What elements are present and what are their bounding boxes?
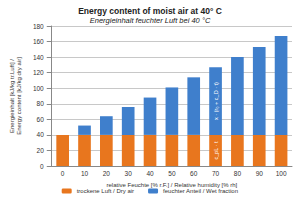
svg-text:140: 140	[33, 54, 44, 61]
svg-text:0: 0	[40, 163, 44, 170]
svg-text:0: 0	[61, 170, 65, 177]
svg-text:Energieinhalt feuchter Luft be: Energieinhalt feuchter Luft bei 40 °C	[90, 16, 211, 25]
svg-text:90: 90	[256, 170, 264, 177]
svg-text:100: 100	[33, 85, 44, 92]
svg-text:60: 60	[37, 116, 45, 123]
svg-text:10: 10	[81, 170, 89, 177]
svg-text:100: 100	[276, 170, 287, 177]
svg-text:40: 40	[37, 131, 45, 138]
svg-text:trockene Luft / Dry air: trockene Luft / Dry air	[77, 188, 134, 194]
svg-text:Energieinhalt [kJ/kg tr.Luft]: Energieinhalt [kJ/kg tr.Luft] /	[9, 59, 15, 133]
svg-text:feuchter Anteil / Wet fraction: feuchter Anteil / Wet fraction	[163, 188, 238, 194]
svg-text:120: 120	[33, 69, 44, 76]
svg-text:50: 50	[168, 170, 176, 177]
svg-text:x · (r₀ + c_D · t): x · (r₀ + c_D · t)	[213, 82, 219, 120]
svg-text:40: 40	[146, 170, 154, 177]
svg-text:20: 20	[37, 147, 45, 154]
svg-text:Energy content of moist air at: Energy content of moist air at 40° C	[78, 6, 222, 16]
svg-text:60: 60	[190, 170, 198, 177]
svg-text:80: 80	[234, 170, 242, 177]
svg-text:30: 30	[125, 170, 133, 177]
svg-text:180: 180	[33, 23, 44, 30]
svg-text:160: 160	[33, 38, 44, 45]
svg-text:70: 70	[212, 170, 220, 177]
svg-text:80: 80	[37, 100, 45, 107]
svg-text:c_pL · t: c_pL · t	[213, 141, 219, 160]
svg-text:relative Feuchte [% r.F.] / Re: relative Feuchte [% r.F.] / Relative hum…	[107, 182, 238, 188]
svg-text:20: 20	[103, 170, 111, 177]
svg-text:Energy content [kJ/kg dry air]: Energy content [kJ/kg dry air]	[16, 57, 22, 135]
